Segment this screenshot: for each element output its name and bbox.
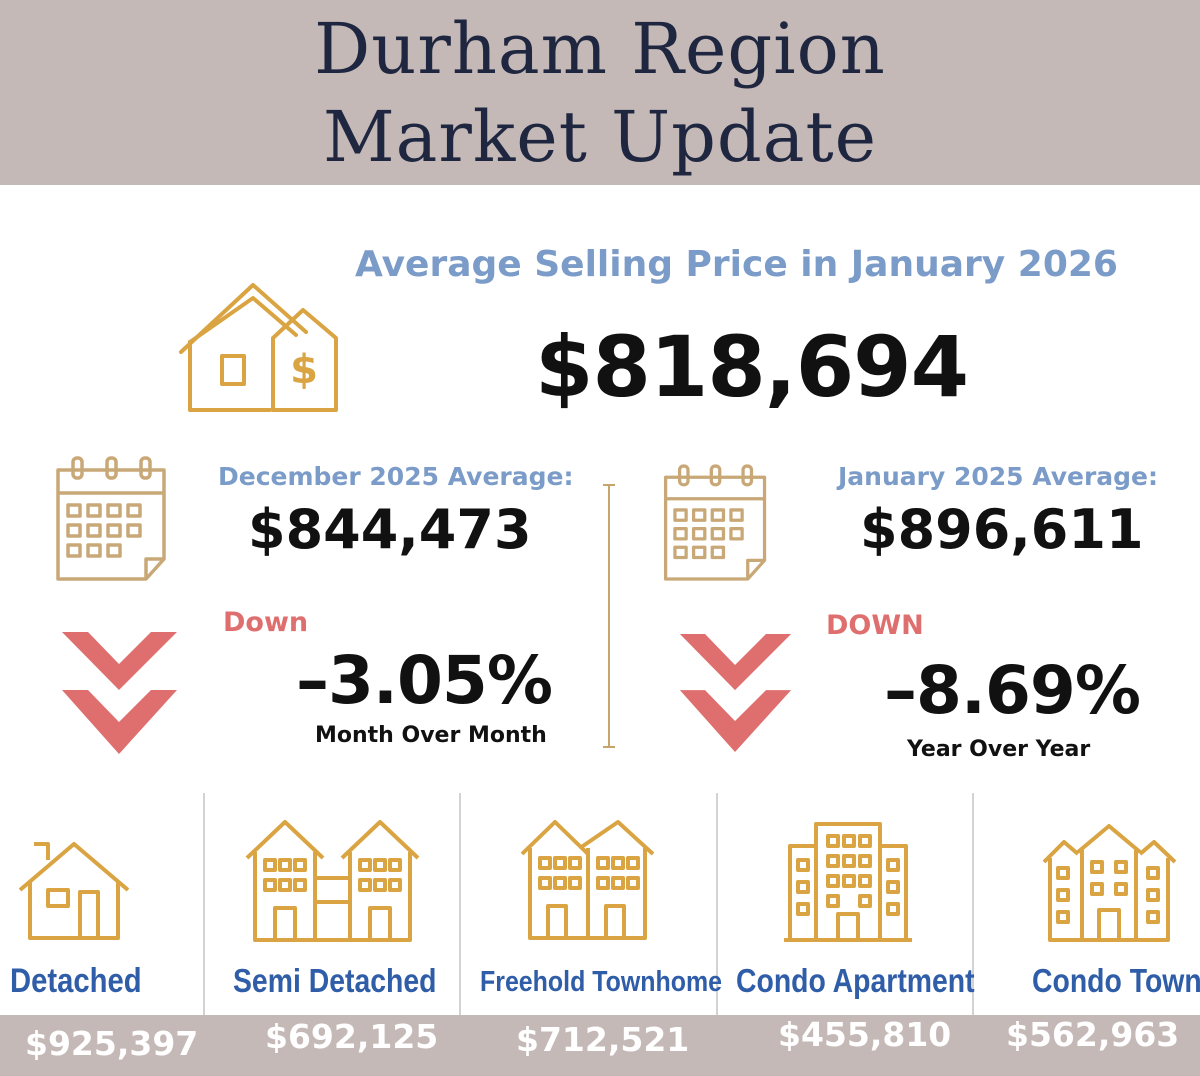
type-label-condo-apartment: Condo Apartment [736,962,975,999]
down-arrow-icon-year [679,634,792,752]
type-price-freehold-townhome: $712,521 [516,1020,690,1059]
month-direction-label: Down [223,607,309,638]
type-separator [716,793,718,1015]
type-price-bar [0,1015,1200,1076]
type-separator [203,793,205,1015]
divider-cap-top [603,484,615,486]
down-arrow-icon-month [62,632,177,754]
semi-detached-house-icon [245,820,420,942]
type-label-condo-town: Condo Town [1032,962,1200,999]
year-comparison-value: $896,611 [860,498,1144,561]
center-divider [608,485,610,748]
condo-town-icon [1042,824,1177,942]
average-price-value: $818,694 [535,318,969,416]
header-banner [0,0,1200,185]
month-period-label: Month Over Month [315,723,547,748]
type-separator [972,793,974,1015]
freehold-townhome-icon [520,820,655,940]
type-label-freehold-townhome: Freehold Townhome [480,966,723,998]
year-comparison-label: January 2025 Average: [838,462,1159,491]
year-direction-label: DOWN [826,610,924,641]
calendar-icon-month [56,456,166,581]
type-price-condo-apartment: $455,810 [778,1015,952,1054]
detached-house-icon [18,842,130,940]
month-comparison-label: December 2025 Average: [218,462,574,491]
month-change-percent: –3.05% [296,642,553,719]
condo-apartment-icon [784,822,912,942]
house-dollar-icon: $ [179,283,338,412]
svg-text:$: $ [290,347,318,393]
calendar-icon-year [663,464,767,581]
year-change-percent: –8.69% [884,652,1141,729]
year-period-label: Year Over Year [907,737,1091,762]
month-comparison-value: $844,473 [248,498,532,561]
type-separator [459,793,461,1015]
average-price-heading: Average Selling Price in January 2026 [355,244,1118,285]
type-price-condo-town: $562,963 [1006,1015,1180,1054]
type-label-detached: Detached [10,962,142,1000]
type-price-detached: $925,397 [25,1024,199,1063]
divider-cap-bottom [603,746,615,748]
page-title-line-2: Market Update [323,96,877,178]
page-title-line-1: Durham Region [314,8,886,90]
type-label-semi-detached: Semi Detached [233,962,437,999]
type-price-semi-detached: $692,125 [265,1017,439,1056]
